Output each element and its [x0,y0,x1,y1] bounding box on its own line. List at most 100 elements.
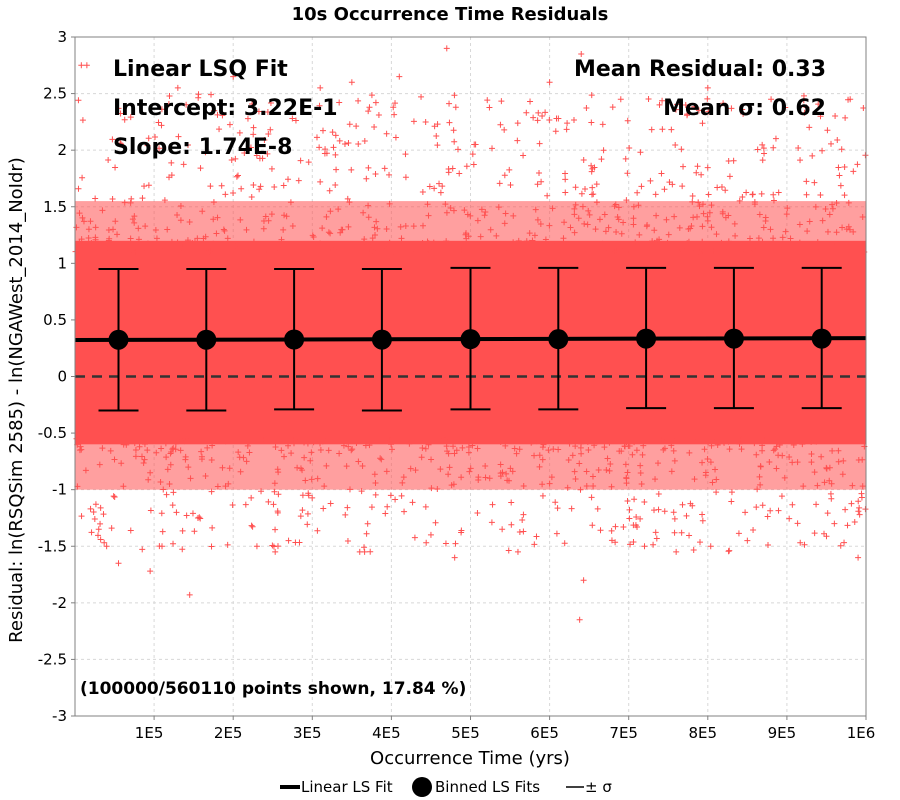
scatter-point [80,242,87,249]
scatter-point [488,519,495,526]
scatter-point [860,105,867,112]
scatter-point [481,243,488,250]
scatter-point [419,444,426,451]
scatter-point [80,218,87,225]
scatter-point [637,462,644,469]
scatter-point [187,475,194,482]
scatter-point [856,504,863,511]
scatter-point [739,106,746,113]
scatter-point [117,140,124,147]
scatter-point [764,513,771,520]
scatter-point [364,520,371,527]
scatter-point [775,452,782,459]
scatter-point [546,116,553,123]
scatter-point [595,467,602,474]
scatter-point [358,488,365,495]
scatter-point [465,233,472,240]
scatter-point [355,458,362,465]
scatter-point [741,245,748,252]
scatter-point [685,225,692,232]
scatter-point [87,218,94,225]
scatter-point [589,522,596,529]
scatter-point [110,226,117,233]
scatter-point [314,527,321,534]
scatter-point [725,212,732,219]
scatter-point [226,121,233,128]
scatter-point [739,193,746,200]
scatter-point [332,151,339,158]
scatter-point [297,513,304,520]
scatter-point [285,176,292,183]
scatter-point [496,180,503,187]
scatter-point [561,219,568,226]
scatter-point [737,436,744,443]
scatter-point [308,449,315,456]
scatter-point [419,241,426,248]
scatter-point [363,175,370,182]
legend: Linear LS Fit Binned LS Fits ± σ [280,777,612,797]
scatter-point [833,200,840,207]
scatter-point [458,527,465,534]
scatter-point-outlier [576,616,583,623]
scatter-point [299,492,306,499]
scatter-point [637,149,644,156]
scatter-point [770,197,777,204]
scatter-point-outlier [356,548,363,555]
scatter-point [238,185,245,192]
scatter-point [620,219,627,226]
scatter-point [365,108,372,115]
scatter-point [735,530,742,537]
scatter-point [743,189,750,196]
scatter-point [475,247,482,254]
scatter-point [433,132,440,139]
scatter-point [539,481,546,488]
scatter-point [581,241,588,248]
binned-fit-point [196,329,217,350]
scatter-point [806,124,813,131]
scatter-point [489,501,496,508]
scatter-point [572,184,579,191]
scatter-point [392,134,399,141]
scatter-point [428,456,435,463]
scatter-point [430,239,437,246]
legend-binned-fits-label: Binned LS Fits [435,778,540,796]
scatter-point [129,216,136,223]
scatter-point [510,212,517,219]
scatter-point [299,507,306,514]
scatter-point [428,249,435,256]
scatter-point [638,183,645,190]
scatter-point [131,248,138,255]
scatter-point [849,482,856,489]
scatter-point [250,131,257,138]
scatter-point [588,494,595,501]
scatter-point [789,459,796,466]
scatter-point [219,112,226,119]
scatter-point [320,505,327,512]
scatter-point [548,474,555,481]
scatter-point [305,159,312,166]
scatter-point [153,248,160,255]
scatter-point [140,248,147,255]
scatter-point [701,243,708,250]
scatter-point [621,241,628,248]
y-tick-label: 2.5 [43,85,67,103]
scatter-point [631,242,638,249]
scatter-point [718,184,725,191]
scatter-point [754,486,761,493]
scatter-point [330,144,337,151]
scatter-point [818,453,825,460]
scatter-point [272,548,279,555]
scatter-point [132,447,139,454]
scatter-point [221,227,228,234]
scatter-point [761,150,768,157]
scatter-point [631,439,638,446]
scatter-point [379,435,386,442]
scatter-point [586,211,593,218]
scatter-point [359,463,366,470]
scatter-point [308,476,315,483]
scatter-point [156,145,163,152]
scatter-point [249,100,256,107]
scatter-point [369,247,376,254]
scatter-point [859,249,866,256]
scatter-point [266,249,273,256]
